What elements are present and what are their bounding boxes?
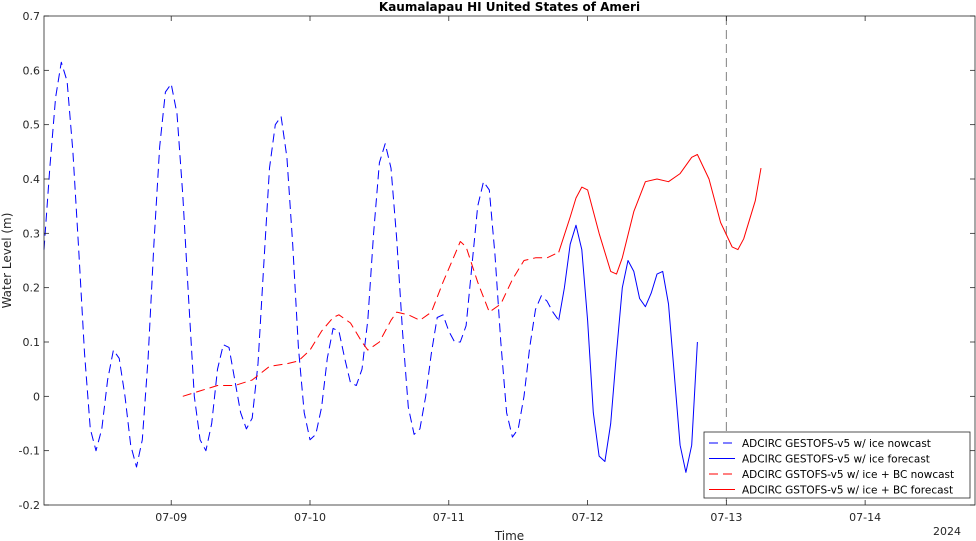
x-tick-label: 07-10 [294,511,326,524]
x-tick-label: 07-09 [155,511,187,524]
year-label: 2024 [933,525,961,538]
y-axis-label: Water Level (m) [0,213,14,309]
legend: ADCIRC GESTOFS-v5 w/ ice nowcast ADCIRC G… [703,431,971,499]
series-group [43,61,762,473]
x-tick-label: 07-11 [433,511,465,524]
y-tick-label: 0.5 [23,119,41,132]
chart-title: Kaumalapau HI United States of Ameri [379,0,640,14]
series-line-4 [558,154,762,275]
legend-box [703,431,971,499]
x-axis-ticks: 07-09 07-10 07-11 07-12 07-13 07-14 [155,16,881,524]
legend-entry-label: ADCIRC GSTOFS-v5 w/ ice + BC forecast [742,485,953,497]
x-tick-label: 07-12 [572,511,604,524]
series-line-1 [43,61,560,468]
y-tick-label: 0.2 [23,282,41,295]
y-tick-label: 0 [33,390,40,403]
y-axis-ticks: -0.2 -0.1 0 0.1 0.2 0.3 0.4 0.5 0.6 0.7 [19,10,975,512]
series-line-3 [182,241,559,397]
y-tick-label: 0.6 [23,64,41,77]
x-tick-label: 07-14 [849,511,881,524]
y-tick-label: -0.2 [19,499,40,512]
y-tick-label: 0.1 [23,336,41,349]
y-tick-label: 0.7 [23,10,41,23]
plot-frame [43,15,976,506]
legend-entry-label: ADCIRC GSTOFS-v5 w/ ice + BC nowcast [742,469,954,481]
series-line-2 [558,224,698,473]
y-tick-label: -0.1 [19,445,40,458]
legend-entry-label: ADCIRC GESTOFS-v5 w/ ice forecast [742,454,930,466]
y-tick-label: 0.3 [23,227,41,240]
y-tick-label: 0.4 [23,173,41,186]
x-tick-label: 07-13 [710,511,742,524]
x-axis-label: Time [494,529,524,541]
legend-entry-label: ADCIRC GESTOFS-v5 w/ ice nowcast [742,438,931,450]
